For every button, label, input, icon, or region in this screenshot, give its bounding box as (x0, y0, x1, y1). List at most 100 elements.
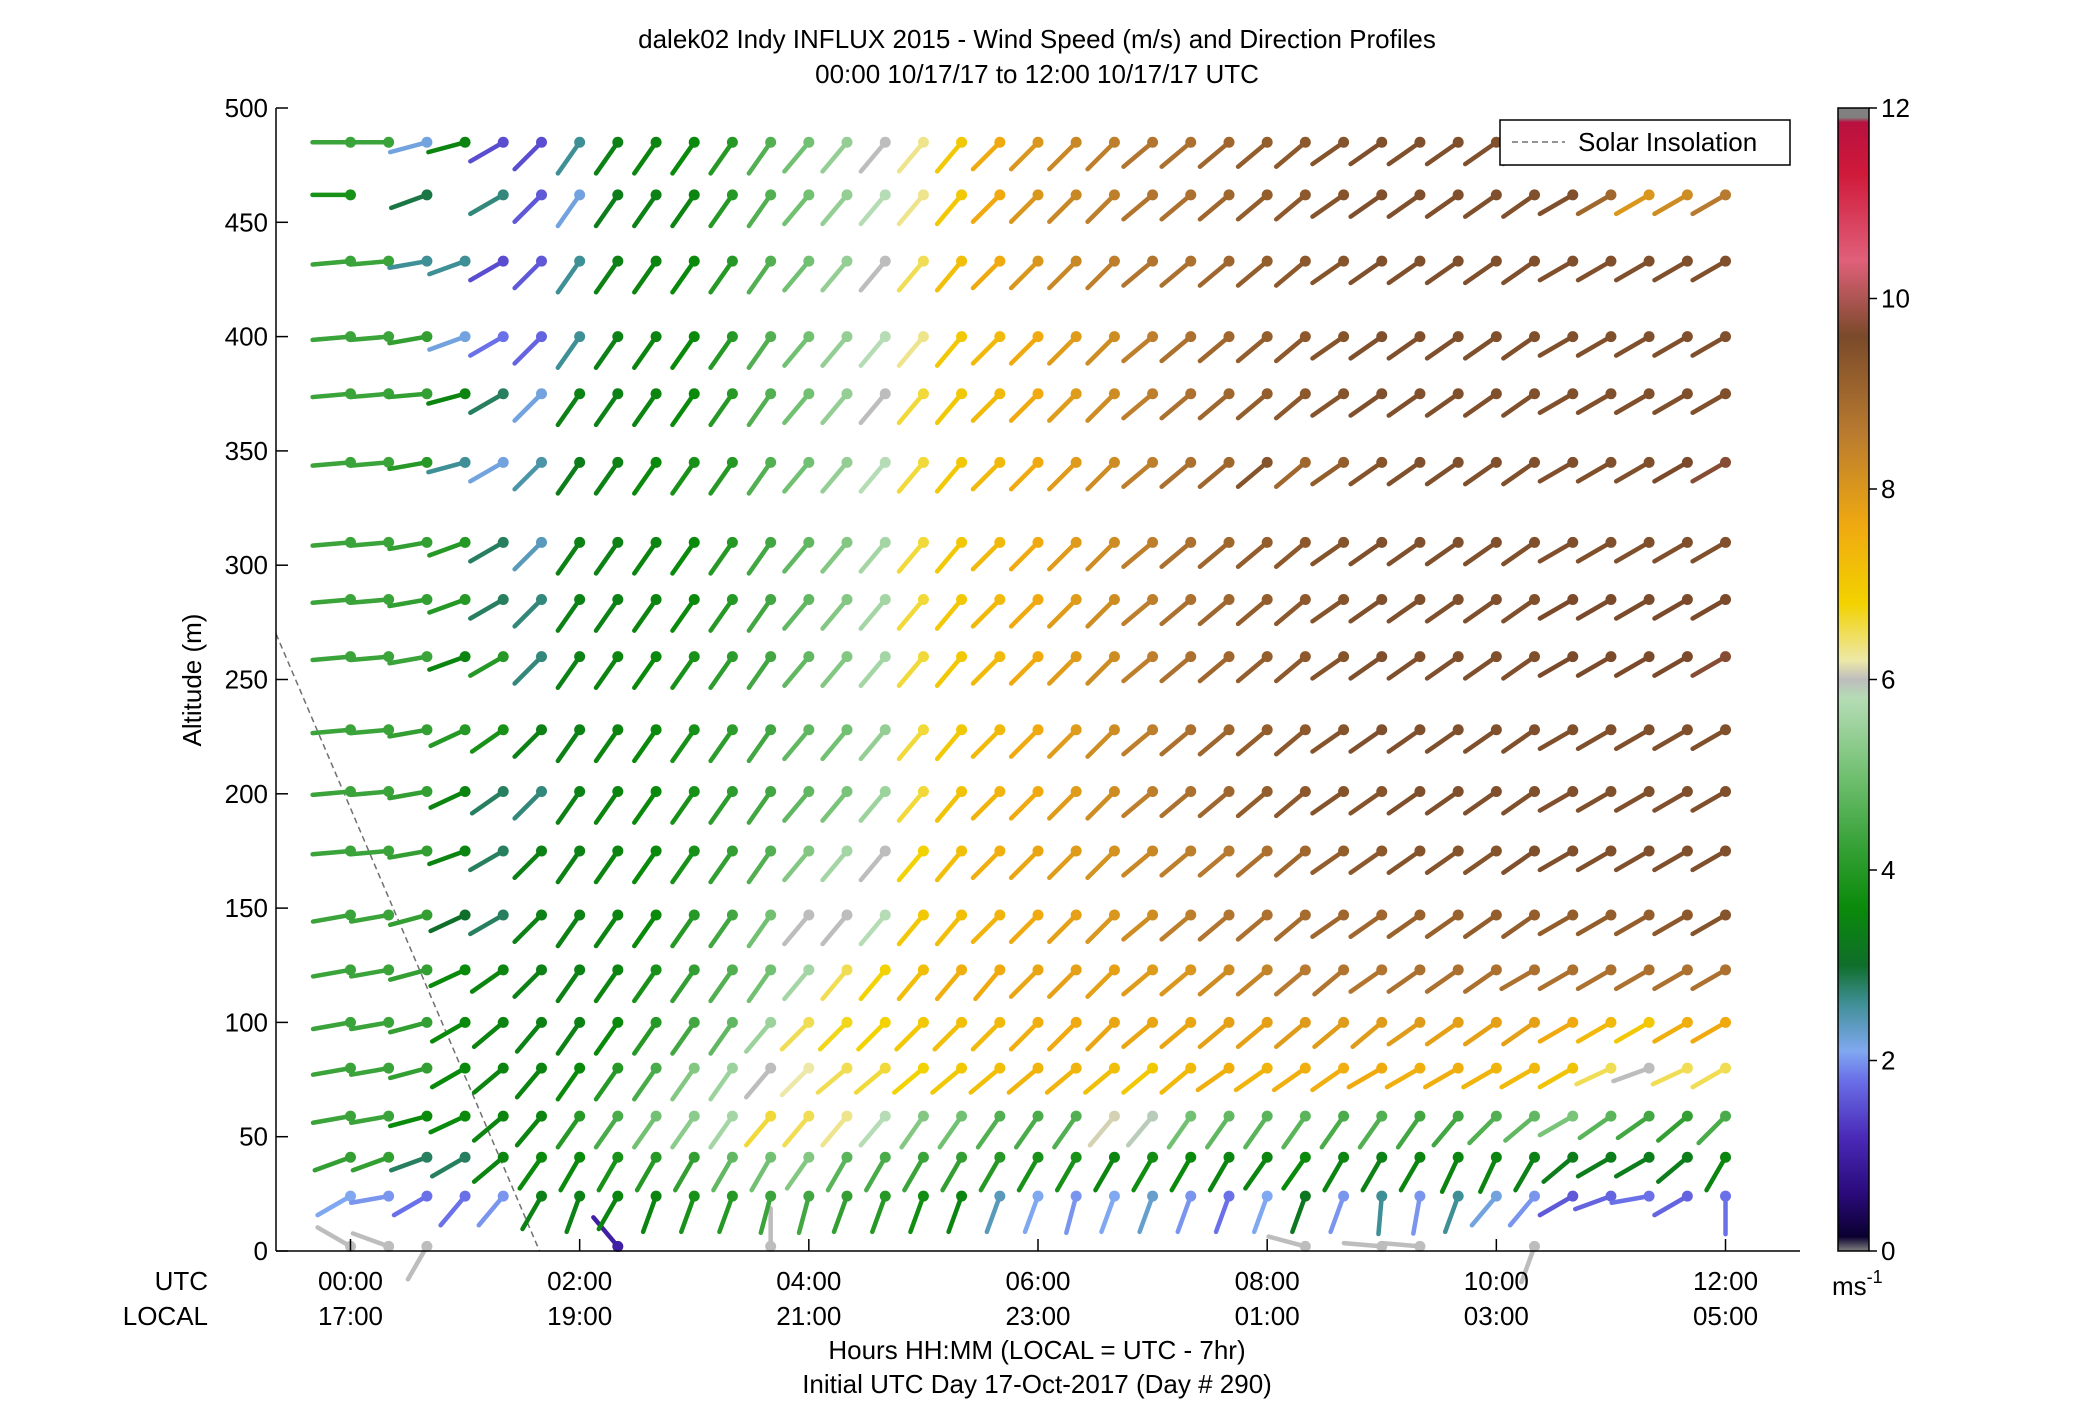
wind-barb-dot (1643, 724, 1655, 736)
wind-barb-dot (1223, 651, 1235, 663)
wind-barb-shaft (512, 192, 544, 224)
wind-barb-dot (1529, 724, 1541, 736)
wind-barb (858, 255, 891, 293)
wind-barb-shaft (1348, 789, 1385, 816)
wind-barb-shaft (632, 1065, 659, 1102)
wind-barb-dot (994, 189, 1006, 201)
wind-barb (632, 651, 662, 691)
wind-barb-shaft (1501, 192, 1537, 219)
wind-barb (593, 724, 624, 764)
wind-barb-shaft (310, 540, 353, 548)
wind-barb-shaft (1537, 1193, 1576, 1218)
wind-barb-shaft (1652, 789, 1690, 813)
wind-barb-shaft (512, 727, 544, 759)
wind-barb-shaft (1537, 1020, 1576, 1044)
wind-barb-shaft (1008, 140, 1041, 172)
wind-barb-shaft (899, 1113, 926, 1150)
wind-barb (512, 651, 547, 686)
wind-barb-dot (1299, 724, 1311, 736)
wind-barb (1159, 136, 1197, 169)
wind-barb-dot (612, 1016, 624, 1028)
wind-barb-shaft (1197, 789, 1232, 819)
wind-barb-dot (344, 1190, 356, 1202)
wind-barb (820, 651, 853, 688)
wind-barb-dot (1720, 909, 1732, 921)
wind-barb-dot (1529, 1016, 1541, 1028)
wind-barb-shaft (1159, 727, 1193, 757)
wind-barb-dot (535, 724, 547, 736)
wind-barb (1052, 1110, 1082, 1150)
wind-barb (1462, 964, 1502, 994)
wind-barb-shaft (387, 540, 430, 552)
wind-barb-shaft (310, 460, 353, 468)
wind-barb-dot (650, 1110, 662, 1122)
wind-barb (1348, 456, 1388, 487)
wind-barb-shaft (593, 258, 621, 295)
wind-barb-shaft (387, 654, 430, 666)
wind-barb (864, 1151, 891, 1193)
wind-barb-dot (1529, 909, 1541, 921)
wind-barb-dot (1490, 136, 1502, 148)
wind-barb-shaft (782, 967, 812, 1002)
wind-barb-dot (497, 1110, 509, 1122)
wind-barb-shaft (1537, 391, 1576, 415)
wind-barb-dot (1490, 593, 1502, 605)
wind-barb-dot (497, 255, 509, 267)
wind-barb-shaft (593, 460, 621, 496)
wind-barb (632, 331, 662, 370)
wind-barb-shaft (1008, 192, 1041, 224)
wind-barb-dot (1720, 331, 1732, 343)
wind-barb (670, 536, 700, 576)
x-row-label-utc: UTC (155, 1266, 208, 1296)
wind-barb-dot (1490, 189, 1502, 201)
wind-barb-shaft (1575, 1020, 1614, 1044)
wind-barb (670, 1016, 700, 1056)
wind-barb-shaft (1159, 967, 1193, 997)
wind-barb-shaft (1348, 140, 1385, 167)
wind-barb-dot (497, 786, 509, 798)
wind-barb (1310, 189, 1350, 219)
wind-barb-dot (459, 255, 471, 267)
wind-barb (1121, 1062, 1159, 1095)
wind-barb (512, 786, 547, 821)
wind-barb-shaft (426, 460, 468, 475)
wind-barb (555, 593, 586, 633)
wind-barb (429, 1016, 471, 1044)
wind-barb-dot (879, 593, 891, 605)
wind-barb (1044, 1062, 1082, 1095)
wind-barb (1613, 724, 1655, 752)
wind-barb (670, 388, 700, 428)
wind-barb-shaft (387, 1113, 430, 1129)
wind-barb-shaft (429, 1155, 468, 1179)
wind-barb-dot (1070, 593, 1082, 605)
wind-barb (1424, 964, 1464, 994)
wind-barb-shaft (670, 140, 697, 176)
wind-barb-shaft (1424, 1020, 1461, 1047)
wind-barb-shaft (1047, 258, 1079, 291)
wind-barb-dot (841, 189, 853, 201)
wind-barb (978, 1151, 1006, 1193)
wind-barb-dot (497, 331, 509, 343)
wind-barb-dot (1338, 331, 1350, 343)
wind-barb (387, 593, 433, 609)
wind-barb-dot (803, 136, 815, 148)
wind-barb-dot (1643, 456, 1655, 468)
wind-barb-shaft (896, 540, 926, 574)
wind-barb-dot (1070, 1110, 1082, 1122)
wind-barb-shaft (1575, 727, 1614, 752)
wind-barb-dot (535, 1016, 547, 1028)
wind-barb-shaft (1501, 912, 1537, 940)
wind-barb-dot (1338, 651, 1350, 663)
wind-barb-shaft (310, 1065, 353, 1077)
wind-barb-shaft (1462, 912, 1499, 940)
wind-barb (1652, 845, 1693, 873)
wind-barb (1197, 189, 1235, 222)
wind-barb-dot (1567, 724, 1579, 736)
wind-barb (1575, 1016, 1617, 1044)
wind-barb-dot (1185, 388, 1197, 400)
wind-barb-dot (1032, 1151, 1044, 1163)
wind-barb (1047, 593, 1082, 629)
wind-barb-shaft (1575, 967, 1614, 992)
wind-barb-shaft (1310, 460, 1346, 487)
wind-barb-shaft (820, 912, 850, 947)
